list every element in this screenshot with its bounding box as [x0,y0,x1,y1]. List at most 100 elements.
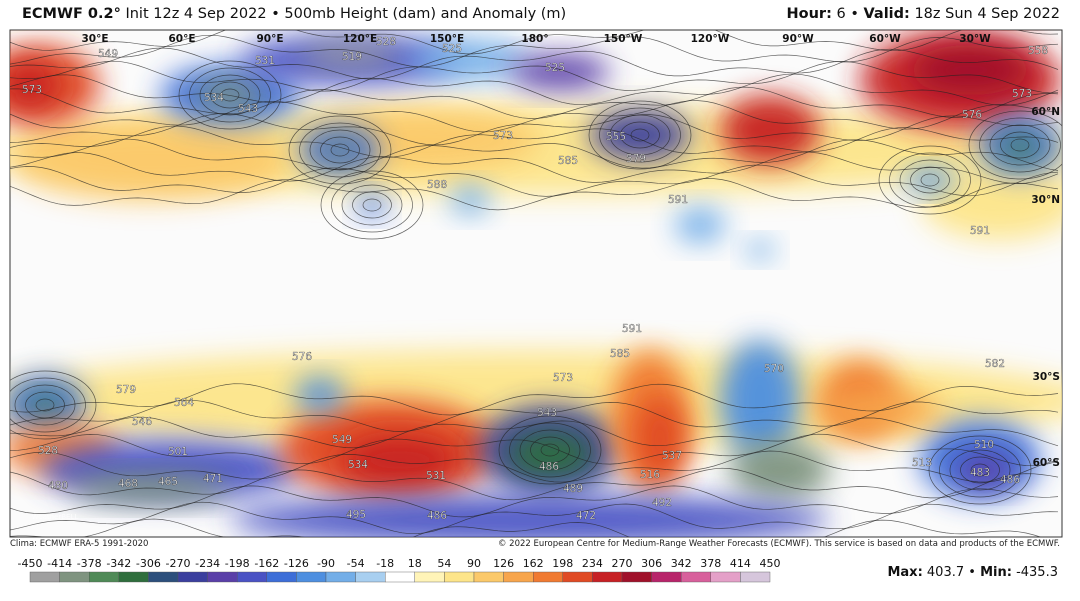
anomaly-blob [720,95,820,165]
contour-line [10,34,1059,68]
contour-label: 531 [255,55,275,67]
anomaly-blob [590,110,690,160]
header-right: Hour: 6 • Valid: 18z Sun 4 Sep 2022 [787,6,1060,22]
anomaly-blob [675,207,725,243]
contour-label: 483 [970,467,990,479]
contour-ring [599,107,681,163]
contour-label: 465 [158,476,178,488]
longitude-label: 30°W [959,33,991,45]
anomaly-blob [720,340,800,460]
anomaly-blob [1000,134,1040,162]
longitude-label: 180° [521,33,548,45]
contour-label: 573 [553,372,573,384]
colorbar-swatch [355,571,386,583]
stats: Max: 403.7 • Min: -435.3 [887,565,1058,580]
contour-label: 549 [98,48,118,60]
contour-label: 489 [563,483,583,495]
latitude-label: 30°S [1033,371,1060,383]
contour-label: 472 [576,510,596,522]
contour-label: 549 [332,434,352,446]
contour-label: 585 [558,155,578,167]
colorbar-tick-label: -90 [317,557,335,570]
contour-label: 531 [426,470,446,482]
contour-line [10,30,1059,55]
contour-label: 573 [493,130,513,142]
colorbar-tick-label: -18 [376,557,394,570]
anomaly-blob [322,138,358,162]
contour-ring [588,100,692,170]
colorbar-tick-label: 270 [612,557,633,570]
colorbar-swatch [740,571,771,583]
longitude-label: 120°E [343,33,377,45]
contour-label: 528 [376,36,396,48]
colorbar-swatch [148,571,179,583]
contour-line [10,73,1059,106]
contour-label: 486 [1000,474,1020,486]
colorbar-tick-label: -306 [136,557,161,570]
map-labels: 30°E 60°E 90°E 120°E 150°E 180° 150°W 120°W 90°W… [22,33,1060,522]
model-name: ECMWF 0.2° [22,6,121,22]
contour-line [10,86,1059,119]
colorbar-tick-label: 414 [730,557,751,570]
colorbar-swatch [681,571,712,583]
contour-line [10,60,1059,94]
contour-line [10,399,1059,432]
description: Init 12z 4 Sep 2022 • 500mb Height (dam)… [125,6,567,22]
longitude-label: 150°W [604,33,643,45]
colorbar-swatch [59,571,90,583]
longitude-label: 90°E [256,33,283,45]
anomaly-blob [357,193,387,217]
contour-ring [609,114,671,156]
max-label: Max: [887,565,923,580]
contour-label: 573 [1012,88,1032,100]
contour-label: 585 [610,348,630,360]
colorbar-swatch [325,571,356,583]
anomaly-blob [745,240,775,260]
colorbar-tick-label: 306 [641,557,662,570]
anomaly-blob [340,435,460,485]
contour-label: 471 [203,473,223,485]
contour-line [10,113,1059,146]
colorbar-swatch [118,571,149,583]
contour-label: 480 [48,480,68,492]
contour-ring [14,384,76,426]
contour-ring [939,442,1021,498]
contour-line [10,138,1059,171]
colorbar-swatch [385,571,416,583]
height-contours [10,30,1062,537]
anomaly-blob [10,120,290,200]
contour-ring [540,443,560,457]
latitude-label: 60°S [1033,457,1060,469]
contour-label: 525 [442,43,462,55]
contour-label: 543 [537,407,557,419]
colorbar-tick-label: 90 [467,557,481,570]
contour-label: 573 [22,84,42,96]
anomaly-blob [195,80,265,110]
contour-ring [979,117,1061,173]
anomaly-blob [300,43,400,67]
anomaly-blob [230,495,830,537]
latitude-label: 30°N [1031,194,1060,206]
contour-line [10,416,1059,449]
contour-ring [509,422,591,478]
min-value: -435.3 [1016,565,1058,580]
climo-note: Clima: ECMWF ERA-5 1991-2020 [10,539,149,549]
contour-label: 558 [1028,45,1048,57]
contour-ring [309,129,371,171]
contour-label: 519 [342,51,362,63]
longitude-label: 150°E [430,33,464,45]
anomaly-blob [730,440,830,500]
contour-label: 570 [764,363,784,375]
longitude-label: 30°E [81,33,108,45]
contour-ring [889,152,971,208]
colorbar-swatch [88,571,119,583]
contour-label: 579 [626,153,646,165]
anomaly-blob [635,395,685,485]
contour-label: 525 [545,62,565,74]
contour-ring [970,463,990,477]
colorbar-swatch [473,571,504,583]
contour-line [10,100,1059,133]
contour-label: 516 [640,469,660,481]
contour-label: 501 [168,446,188,458]
